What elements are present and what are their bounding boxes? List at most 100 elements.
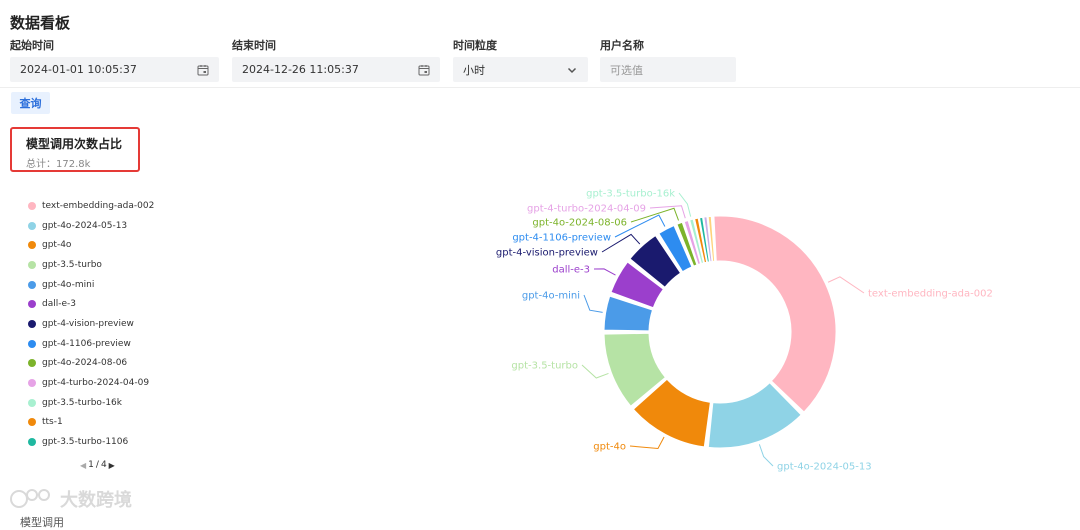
slice-leader-line — [593, 268, 616, 276]
end-time-label: 结束时间 — [232, 39, 276, 52]
legend-item[interactable]: gpt-3.5-turbo-16k — [28, 393, 154, 413]
legend-item-label: gpt-4o-mini — [42, 279, 95, 290]
slice-label: dall-e-3 — [552, 265, 590, 276]
legend-color-dot — [28, 438, 36, 447]
calendar-icon[interactable] — [197, 64, 209, 76]
legend-item[interactable]: gpt-4o-2024-05-13 — [28, 216, 154, 236]
pie-slice[interactable] — [676, 221, 698, 267]
slice-leader-line — [601, 233, 641, 253]
legend-item[interactable]: dall-e-3 — [28, 294, 154, 314]
slice-leader-line — [583, 294, 603, 313]
pie-slice[interactable] — [610, 261, 664, 309]
end-time-input[interactable]: 2024-12-26 11:05:37 — [232, 57, 440, 82]
legend-item-label: gpt-4-vision-preview — [42, 318, 134, 329]
pie-slice[interactable] — [707, 215, 716, 262]
user-name-placeholder: 可选值 — [610, 63, 643, 77]
legend-item[interactable]: gpt-4o-mini — [28, 275, 154, 295]
end-time-filter: 结束时间 2024-12-26 11:05:37 — [232, 39, 440, 82]
legend-item[interactable]: text-embedding-ada-002 — [28, 196, 154, 216]
legend-item-label: gpt-3.5-turbo-16k — [42, 397, 122, 408]
legend-item-label: gpt-4-1106-preview — [42, 338, 131, 349]
start-time-filter: 起始时间 2024-01-01 10:05:37 — [10, 39, 219, 82]
legend-item[interactable]: gpt-4-turbo-2024-04-09 — [28, 373, 154, 393]
start-time-label: 起始时间 — [10, 39, 54, 52]
legend-item[interactable]: gpt-4-1106-preview — [28, 334, 154, 354]
slice-label: gpt-4-vision-preview — [496, 248, 598, 259]
slice-label: text-embedding-ada-002 — [868, 289, 993, 300]
legend-page-sep: / — [95, 460, 99, 470]
slice-label: gpt-4o — [593, 442, 626, 453]
pie-slice[interactable] — [658, 225, 693, 273]
legend-item-label: gpt-4o — [42, 240, 72, 251]
watermark-logo-icon — [10, 489, 50, 508]
card-title-highlight — [10, 127, 140, 172]
legend-item[interactable]: gpt-4-vision-preview — [28, 314, 154, 334]
page-title: 数据看板 — [10, 14, 71, 32]
legend-color-dot — [28, 300, 36, 309]
pie-slice[interactable] — [713, 215, 837, 413]
legend-color-dot — [28, 359, 36, 368]
pie-slice[interactable] — [683, 219, 701, 265]
pie-slice[interactable] — [707, 382, 802, 449]
watermark: 大数跨境 — [8, 486, 132, 512]
legend-page-current: 1 — [88, 460, 94, 470]
start-time-input[interactable]: 2024-01-01 10:05:37 — [10, 57, 219, 82]
calendar-icon[interactable] — [418, 64, 430, 76]
legend-item-label: text-embedding-ada-002 — [42, 200, 155, 211]
granularity-filter: 时间粒度 小时 — [453, 39, 588, 82]
legend-color-dot — [28, 221, 36, 230]
legend-color-dot — [28, 339, 36, 348]
card-total: 总计：172.8k — [26, 159, 91, 170]
user-name-label: 用户名称 — [600, 39, 644, 52]
legend-item-label: tts-1 — [42, 417, 63, 428]
slice-leader-line — [758, 444, 774, 467]
pie-slice[interactable] — [603, 295, 653, 332]
end-time-value: 2024-12-26 11:05:37 — [242, 63, 359, 76]
legend-item[interactable]: gpt-3.5-turbo — [28, 255, 154, 275]
legend-color-dot — [28, 319, 36, 328]
pie-slice[interactable] — [694, 217, 708, 264]
pie-slice[interactable] — [632, 378, 711, 448]
slice-leader-line — [827, 276, 865, 294]
pie-slice[interactable] — [703, 216, 713, 263]
legend-color-dot — [28, 241, 36, 250]
granularity-value: 小时 — [463, 63, 485, 77]
slice-label: gpt-4-1106-preview — [512, 233, 611, 244]
legend-color-dot — [28, 260, 36, 269]
slice-leader-line — [630, 207, 680, 223]
slice-leader-line — [629, 436, 665, 450]
legend-item-label: gpt-4o-2024-05-13 — [42, 220, 128, 231]
legend-color-dot — [28, 280, 36, 289]
slice-leader-line — [581, 364, 609, 379]
slice-leader-line — [614, 214, 666, 238]
slice-label: gpt-3.5-turbo-16k — [586, 189, 675, 200]
pie-slice[interactable] — [603, 332, 666, 407]
granularity-select[interactable]: 小时 — [453, 57, 588, 82]
slice-label: gpt-4o-2024-08-06 — [532, 218, 627, 229]
card-title: 模型调用次数占比 — [26, 137, 123, 151]
slice-leader-line — [649, 205, 686, 219]
slice-label: gpt-3.5-turbo — [511, 361, 578, 372]
legend-color-dot — [28, 379, 36, 388]
user-name-input[interactable]: 可选值 — [600, 57, 736, 82]
legend-item-label: gpt-4-turbo-2024-04-09 — [42, 378, 150, 389]
slice-label: gpt-4o-mini — [522, 291, 580, 302]
slice-label: gpt-4o-2024-05-13 — [777, 462, 872, 473]
legend-next-icon[interactable]: ▶ — [108, 460, 115, 470]
watermark-text: 大数跨境 — [60, 490, 132, 511]
slice-label: gpt-4-turbo-2024-04-09 — [527, 204, 646, 215]
legend-color-dot — [28, 398, 36, 407]
query-button[interactable]: 查询 — [11, 92, 50, 114]
granularity-label: 时间粒度 — [453, 39, 497, 52]
pie-slice[interactable] — [629, 235, 681, 288]
chart-legend: text-embedding-ada-002 gpt-4o-2024-05-13 g… — [28, 196, 154, 452]
chevron-down-icon[interactable] — [566, 64, 578, 76]
legend-item[interactable]: gpt-3.5-turbo-1106 — [28, 432, 154, 452]
legend-item[interactable]: gpt-4o-2024-08-06 — [28, 354, 154, 374]
legend-item[interactable]: tts-1 — [28, 413, 154, 433]
pie-slice[interactable] — [699, 216, 710, 263]
pie-slice[interactable] — [689, 218, 705, 264]
legend-item[interactable]: gpt-4o — [28, 235, 154, 255]
legend-prev-icon[interactable]: ◀ — [80, 460, 87, 470]
